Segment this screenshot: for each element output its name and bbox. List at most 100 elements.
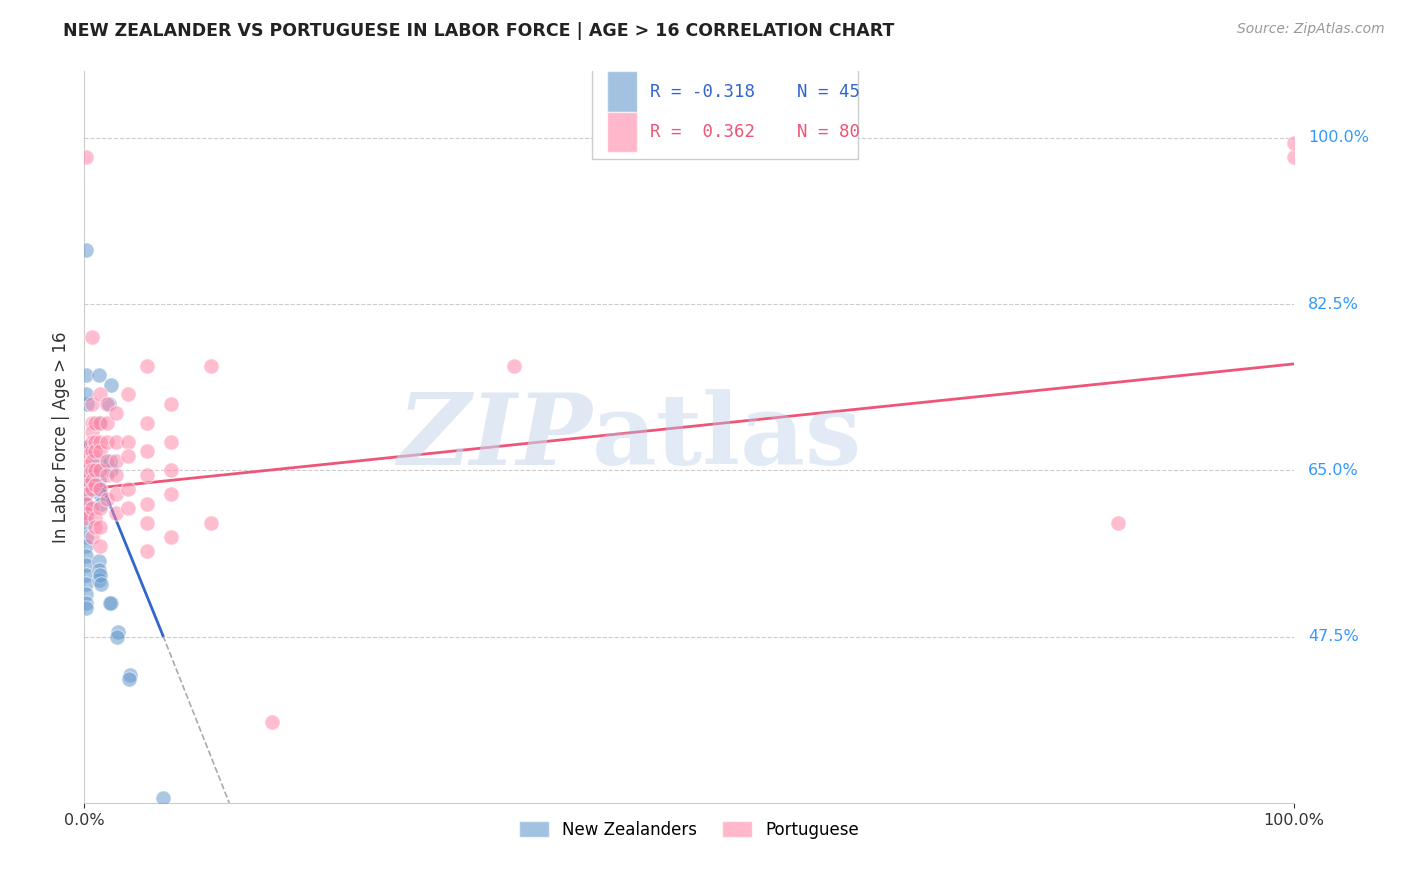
- Text: NEW ZEALANDER VS PORTUGUESE IN LABOR FORCE | AGE > 16 CORRELATION CHART: NEW ZEALANDER VS PORTUGUESE IN LABOR FOR…: [63, 22, 894, 40]
- Point: [75, 596, 97, 610]
- Point: [96, 491, 118, 506]
- Point: [75, 387, 97, 401]
- Y-axis label: In Labor Force | Age > 16: In Labor Force | Age > 16: [52, 331, 70, 543]
- Point: [89, 483, 111, 497]
- Point: [75, 449, 97, 463]
- Point: [75, 516, 97, 530]
- Text: atlas: atlas: [592, 389, 862, 485]
- Point: [75, 497, 97, 511]
- Point: [84, 511, 107, 525]
- Text: ZIP: ZIP: [398, 389, 592, 485]
- Point: [80, 416, 103, 430]
- Point: [87, 553, 110, 567]
- Point: [80, 483, 103, 497]
- Point: [80, 454, 103, 468]
- Text: 65.0%: 65.0%: [1308, 463, 1358, 478]
- Point: [89, 487, 111, 501]
- Point: [96, 416, 118, 430]
- Point: [75, 567, 97, 582]
- Point: [75, 506, 97, 520]
- Point: [104, 406, 127, 420]
- Point: [107, 624, 129, 639]
- Point: [100, 463, 122, 477]
- Text: 47.5%: 47.5%: [1308, 629, 1358, 644]
- Point: [75, 487, 97, 501]
- Point: [90, 577, 112, 591]
- Point: [152, 791, 174, 805]
- Point: [89, 501, 111, 516]
- Point: [120, 667, 142, 681]
- Point: [84, 444, 107, 458]
- Point: [89, 463, 111, 477]
- Point: [89, 387, 111, 401]
- Point: [100, 377, 122, 392]
- Point: [75, 150, 97, 164]
- Point: [160, 530, 183, 544]
- Point: [75, 497, 97, 511]
- Point: [80, 473, 103, 487]
- Text: 100.0%: 100.0%: [1308, 130, 1369, 145]
- Point: [105, 630, 128, 644]
- Point: [98, 454, 121, 468]
- Point: [87, 463, 110, 477]
- Point: [75, 577, 97, 591]
- Point: [75, 549, 97, 563]
- Point: [89, 444, 111, 458]
- Point: [160, 397, 183, 411]
- Point: [75, 463, 97, 477]
- Point: [100, 596, 122, 610]
- Point: [80, 463, 103, 477]
- Point: [80, 530, 103, 544]
- Text: R =  0.362    N = 80: R = 0.362 N = 80: [650, 123, 860, 141]
- Point: [87, 483, 110, 497]
- Point: [136, 544, 159, 558]
- Point: [97, 397, 120, 411]
- FancyBboxPatch shape: [607, 71, 637, 112]
- Text: Source: ZipAtlas.com: Source: ZipAtlas.com: [1237, 22, 1385, 37]
- Point: [104, 506, 127, 520]
- Point: [87, 563, 110, 577]
- Point: [90, 497, 112, 511]
- Point: [502, 359, 524, 373]
- Point: [89, 434, 111, 449]
- Point: [98, 596, 121, 610]
- Text: 82.5%: 82.5%: [1308, 297, 1360, 311]
- Point: [1107, 516, 1129, 530]
- FancyBboxPatch shape: [607, 112, 637, 152]
- Point: [75, 458, 97, 473]
- Point: [75, 587, 97, 601]
- Point: [89, 416, 111, 430]
- Point: [96, 397, 118, 411]
- Point: [75, 558, 97, 573]
- Point: [75, 368, 97, 383]
- Point: [96, 468, 118, 483]
- Point: [136, 468, 159, 483]
- Point: [136, 516, 159, 530]
- Point: [80, 397, 103, 411]
- Point: [75, 243, 97, 257]
- Point: [1282, 150, 1305, 164]
- Point: [75, 477, 97, 491]
- Point: [80, 444, 103, 458]
- Point: [75, 473, 97, 487]
- Point: [117, 501, 139, 516]
- Point: [160, 463, 183, 477]
- Point: [260, 714, 283, 729]
- Point: [160, 434, 183, 449]
- Point: [75, 506, 97, 520]
- Point: [75, 530, 97, 544]
- Point: [117, 387, 139, 401]
- Text: R = -0.318    N = 45: R = -0.318 N = 45: [650, 83, 860, 101]
- Point: [87, 454, 110, 468]
- Point: [136, 359, 159, 373]
- Point: [96, 434, 118, 449]
- Point: [75, 511, 97, 525]
- Point: [104, 434, 127, 449]
- Point: [80, 434, 103, 449]
- Point: [84, 434, 107, 449]
- Point: [136, 416, 159, 430]
- Legend: New Zealanders, Portuguese: New Zealanders, Portuguese: [512, 814, 866, 846]
- Point: [136, 444, 159, 458]
- Point: [89, 567, 111, 582]
- Point: [75, 601, 97, 615]
